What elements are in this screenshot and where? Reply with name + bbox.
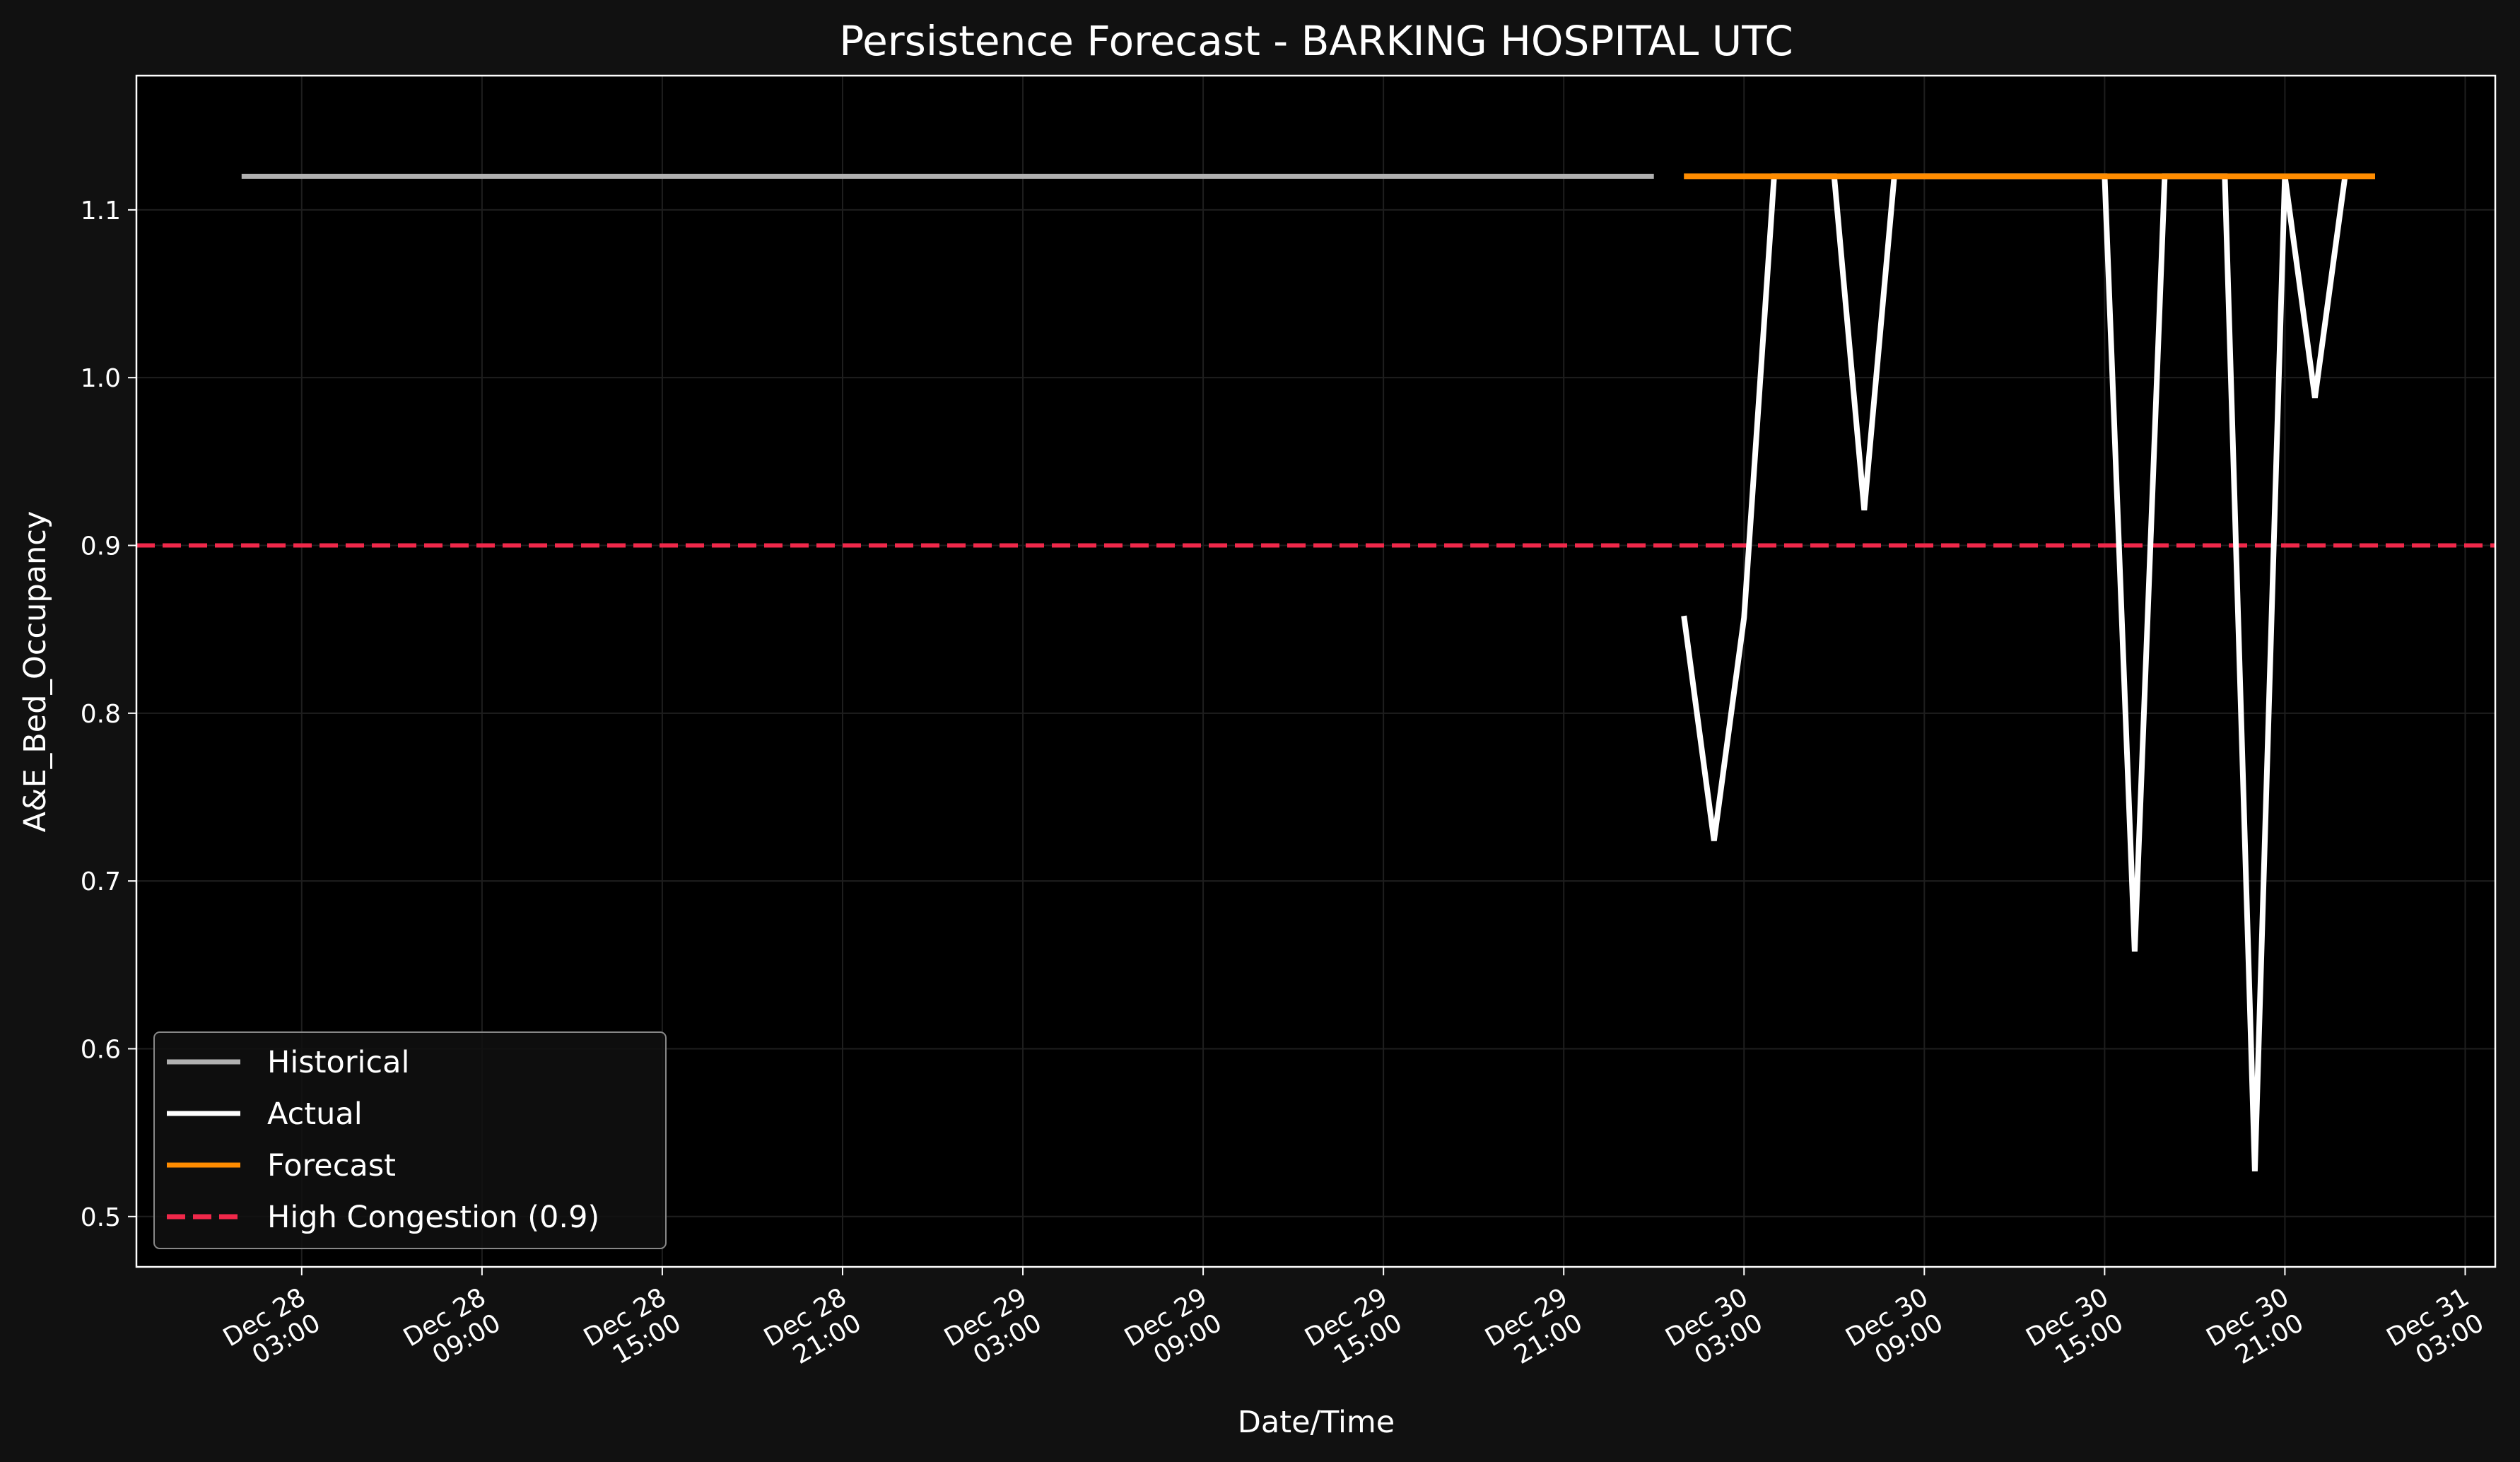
y-tick-label: 0.8 bbox=[81, 700, 121, 729]
x-axis-title: Date/Time bbox=[1238, 1405, 1395, 1440]
y-tick-label: 0.5 bbox=[81, 1203, 121, 1232]
legend-label: Forecast bbox=[267, 1148, 396, 1183]
y-tick-label: 0.9 bbox=[81, 532, 121, 561]
legend-label: High Congestion (0.9) bbox=[267, 1200, 599, 1235]
y-tick-label: 1.0 bbox=[81, 364, 121, 393]
legend-label: Historical bbox=[267, 1045, 409, 1080]
legend-box bbox=[153, 1031, 667, 1249]
legend-label: Actual bbox=[267, 1096, 363, 1132]
y-tick-label: 1.1 bbox=[81, 197, 121, 226]
legend: Historical Actual Forecast High Congestion … bbox=[153, 1031, 667, 1249]
y-axis: 0.5 0.6 0.7 0.8 0.9 1.0 1.1 bbox=[81, 197, 136, 1232]
y-tick-label: 0.6 bbox=[81, 1035, 121, 1064]
plot-frame bbox=[135, 74, 2497, 1268]
series-lines bbox=[241, 173, 2375, 1171]
chart-title: Persistence Forecast - BARKING HOSPITAL … bbox=[839, 17, 1793, 65]
y-axis-title: A&E_Bed_Occupancy bbox=[18, 511, 53, 833]
y-tick-label: 0.7 bbox=[81, 867, 121, 896]
